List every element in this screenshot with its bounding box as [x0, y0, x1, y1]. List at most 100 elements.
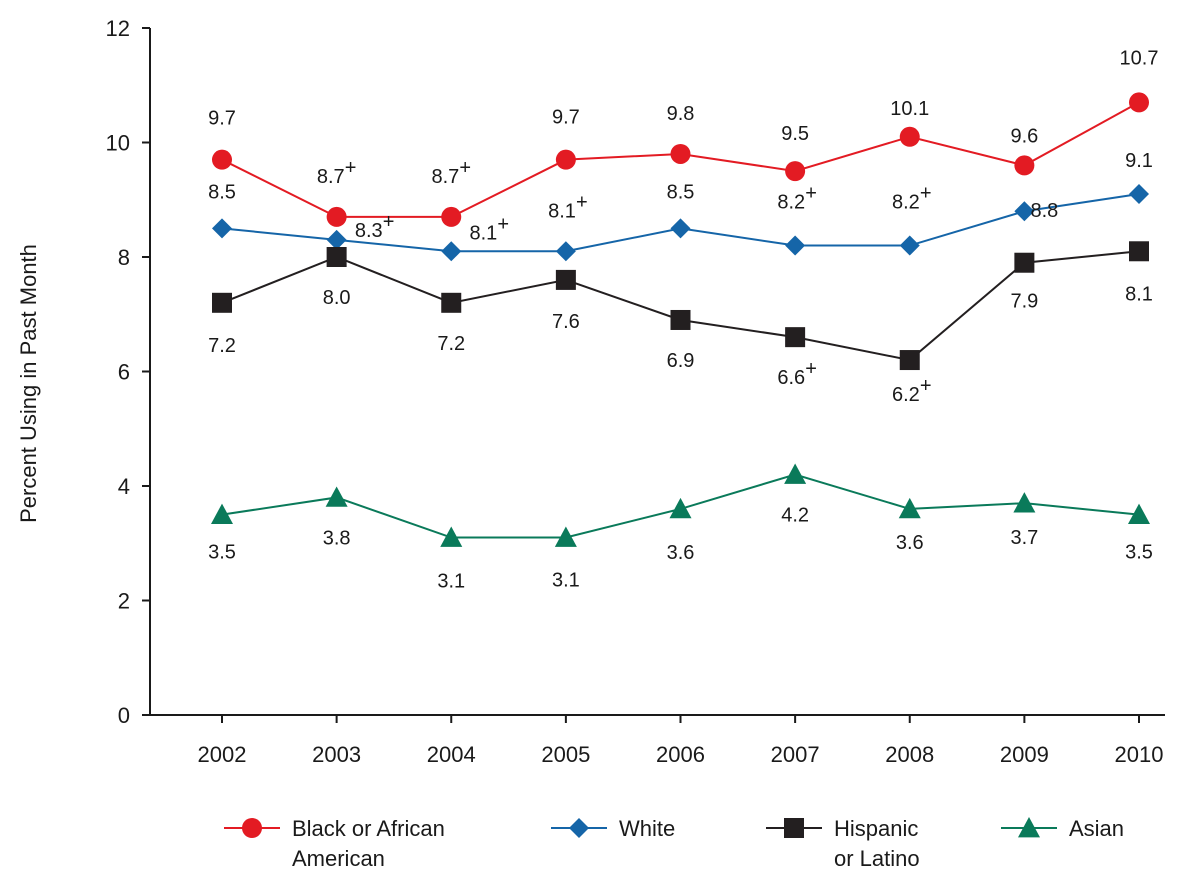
y-tick-label: 2	[118, 589, 130, 614]
legend-label: Hispanic	[834, 816, 918, 841]
marker-diamond	[670, 218, 691, 239]
data-label: 8.5	[208, 181, 236, 203]
y-tick-label: 10	[106, 131, 130, 156]
marker-square	[555, 269, 576, 290]
y-axis-title: Percent Using in Past Month	[16, 244, 41, 523]
series-line-2	[221, 250, 1140, 362]
marker-circle	[212, 149, 232, 170]
y-tick-label: 4	[118, 474, 130, 499]
marker-square	[899, 350, 920, 371]
data-label: 3.6	[667, 542, 695, 564]
marker-triangle	[1018, 817, 1040, 838]
marker-square	[1014, 252, 1035, 273]
marker-diamond	[555, 241, 576, 262]
data-label: 9.1	[1125, 150, 1153, 172]
marker-square	[212, 292, 232, 313]
marker-triangle	[1013, 492, 1036, 513]
legend: Black or African American White Hispanic or …	[224, 816, 1124, 871]
data-label: 3.8	[323, 527, 351, 549]
marker-diamond	[441, 241, 462, 262]
marker-diamond	[1014, 201, 1035, 222]
x-tick-label: 2008	[885, 742, 934, 767]
x-tick-label: 2002	[198, 742, 247, 767]
marker-square	[1129, 241, 1149, 262]
data-label: 6.6+	[777, 358, 817, 389]
marker-triangle	[898, 497, 921, 519]
data-label: 8.2+	[777, 183, 817, 214]
x-tick-label: 2005	[541, 742, 590, 767]
x-tick-label: 2009	[1000, 742, 1049, 767]
data-label: 10.7	[1120, 47, 1159, 69]
marker-triangle	[440, 526, 463, 547]
data-label: 8.1+	[548, 191, 588, 222]
marker-diamond	[785, 235, 806, 256]
y-tick-label: 0	[118, 703, 130, 728]
data-label: 6.2+	[892, 375, 932, 406]
x-tick-label: 2010	[1115, 742, 1164, 767]
data-label: 3.6	[896, 532, 924, 554]
marker-diamond	[569, 818, 589, 838]
x-tick-label: 2006	[656, 742, 705, 767]
marker-circle	[441, 206, 462, 227]
marker-square	[670, 309, 691, 330]
data-label: 9.7	[552, 107, 580, 129]
data-labels: 9.7 8.7+ 8.7+ 9.7 9.8 9.5 10.1 9.6 10.7 8.5 8.3+ 8.…	[208, 47, 1158, 592]
y-tick-label: 6	[118, 360, 130, 385]
marker-diamond	[1129, 184, 1149, 205]
x-tick-label: 2003	[312, 742, 361, 767]
data-label: 8.5	[667, 181, 695, 203]
data-label: 7.6	[552, 311, 580, 333]
marker-circle	[555, 149, 576, 170]
data-label: 3.5	[1125, 542, 1153, 564]
marker-square	[785, 327, 806, 348]
marker-triangle	[211, 503, 233, 524]
data-label: 8.8	[1030, 200, 1058, 222]
legend-label: White	[619, 816, 675, 841]
x-tick-label: 2004	[427, 742, 476, 767]
legend-label: or Latino	[834, 846, 920, 871]
marker-circle	[326, 206, 347, 227]
marker-diamond	[212, 218, 232, 239]
marker-circle	[670, 143, 691, 164]
data-label: 8.7+	[432, 157, 472, 188]
legend-label: American	[292, 846, 385, 871]
axes: 0 2 4 6 8 10 12 2002 2003 2004 2005 2006 2007 2008 200…	[16, 16, 1165, 767]
marker-circle	[242, 818, 262, 838]
marker-circle	[899, 126, 920, 147]
marker-square	[784, 818, 804, 838]
data-label: 8.3+	[355, 211, 395, 242]
data-label: 9.8	[667, 103, 695, 125]
y-tick-label: 12	[106, 16, 130, 41]
data-label: 9.6	[1010, 125, 1038, 147]
data-label: 10.1	[890, 98, 929, 120]
marker-square	[441, 292, 462, 313]
data-label: 3.1	[552, 570, 580, 592]
data-label: 9.7	[208, 108, 236, 130]
data-label: 7.9	[1010, 291, 1038, 313]
marker-diamond	[326, 229, 347, 250]
data-label: 8.0	[323, 287, 351, 309]
marker-circle	[1014, 155, 1035, 176]
data-label: 8.7+	[317, 157, 357, 188]
legend-label: Asian	[1069, 816, 1124, 841]
data-label: 8.1	[1125, 283, 1153, 305]
y-tick-label: 8	[118, 245, 130, 270]
data-label: 7.2	[208, 335, 236, 357]
series-markers	[211, 92, 1150, 547]
data-label: 4.2	[781, 505, 809, 527]
data-label: 8.2+	[892, 183, 932, 214]
x-tick-label: 2007	[771, 742, 820, 767]
data-label: 6.9	[667, 350, 695, 372]
data-label: 3.5	[208, 542, 236, 564]
marker-square	[326, 247, 347, 267]
marker-circle	[785, 161, 806, 182]
data-label: 3.7	[1010, 527, 1038, 549]
marker-triangle	[669, 497, 692, 519]
marker-triangle	[554, 526, 577, 547]
data-label: 7.2	[437, 333, 465, 355]
data-label: 8.1+	[470, 213, 510, 244]
data-label: 3.1	[437, 571, 465, 593]
marker-diamond	[899, 235, 920, 256]
data-label: 9.5	[781, 123, 809, 145]
